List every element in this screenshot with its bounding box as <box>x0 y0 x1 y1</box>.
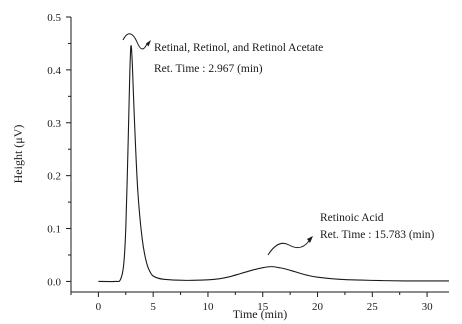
y-tick-label-5: 0.5 <box>47 12 61 24</box>
annotation-1-line1: Retinal, Retinol, and Retinol Acetate <box>154 42 323 54</box>
y-ticks: 0.0 0.1 0.2 0.3 0.4 0.5 <box>47 12 71 288</box>
annotation-1-line2: Ret. Time : 2.967 (min) <box>154 63 263 75</box>
annotation-retinal-group: Retinal, Retinol, and Retinol Acetate Re… <box>122 33 323 75</box>
y-axis-title: Height (μV) <box>11 125 25 184</box>
x-tick-label-1: 5 <box>150 301 156 313</box>
annotation-arrow-head-2 <box>307 236 313 243</box>
annotation-2-line1: Retinoic Acid <box>320 212 384 224</box>
y-tick-label-0: 0.0 <box>47 276 61 288</box>
annotation-arrow-head-1 <box>146 40 151 47</box>
annotation-retinoic-group: Retinoic Acid Ret. Time : 15.783 (min) <box>267 212 435 256</box>
x-tick-label-3: 15 <box>257 301 269 313</box>
series-layer <box>98 45 449 283</box>
y-tick-label-2: 0.2 <box>47 171 61 183</box>
x-ticks: 0 5 10 15 20 25 30 <box>70 292 434 313</box>
y-tick-label-4: 0.4 <box>47 65 61 77</box>
x-tick-label-2: 10 <box>202 301 214 313</box>
x-tick-label-4: 20 <box>312 301 324 313</box>
y-tick-label-3: 0.3 <box>47 118 61 130</box>
x-tick-label-6: 30 <box>422 301 434 313</box>
x-tick-label-0: 0 <box>96 301 102 313</box>
series-line-0 <box>98 45 449 283</box>
annotation-arrow-2 <box>267 240 310 256</box>
y-tick-label-1: 0.1 <box>47 224 61 236</box>
annotation-arrow-1 <box>122 33 148 50</box>
x-axis-title: Time (min) <box>233 307 288 321</box>
x-tick-label-5: 25 <box>367 301 379 313</box>
annotation-2-line2: Ret. Time : 15.783 (min) <box>320 229 435 241</box>
axes <box>70 17 449 293</box>
